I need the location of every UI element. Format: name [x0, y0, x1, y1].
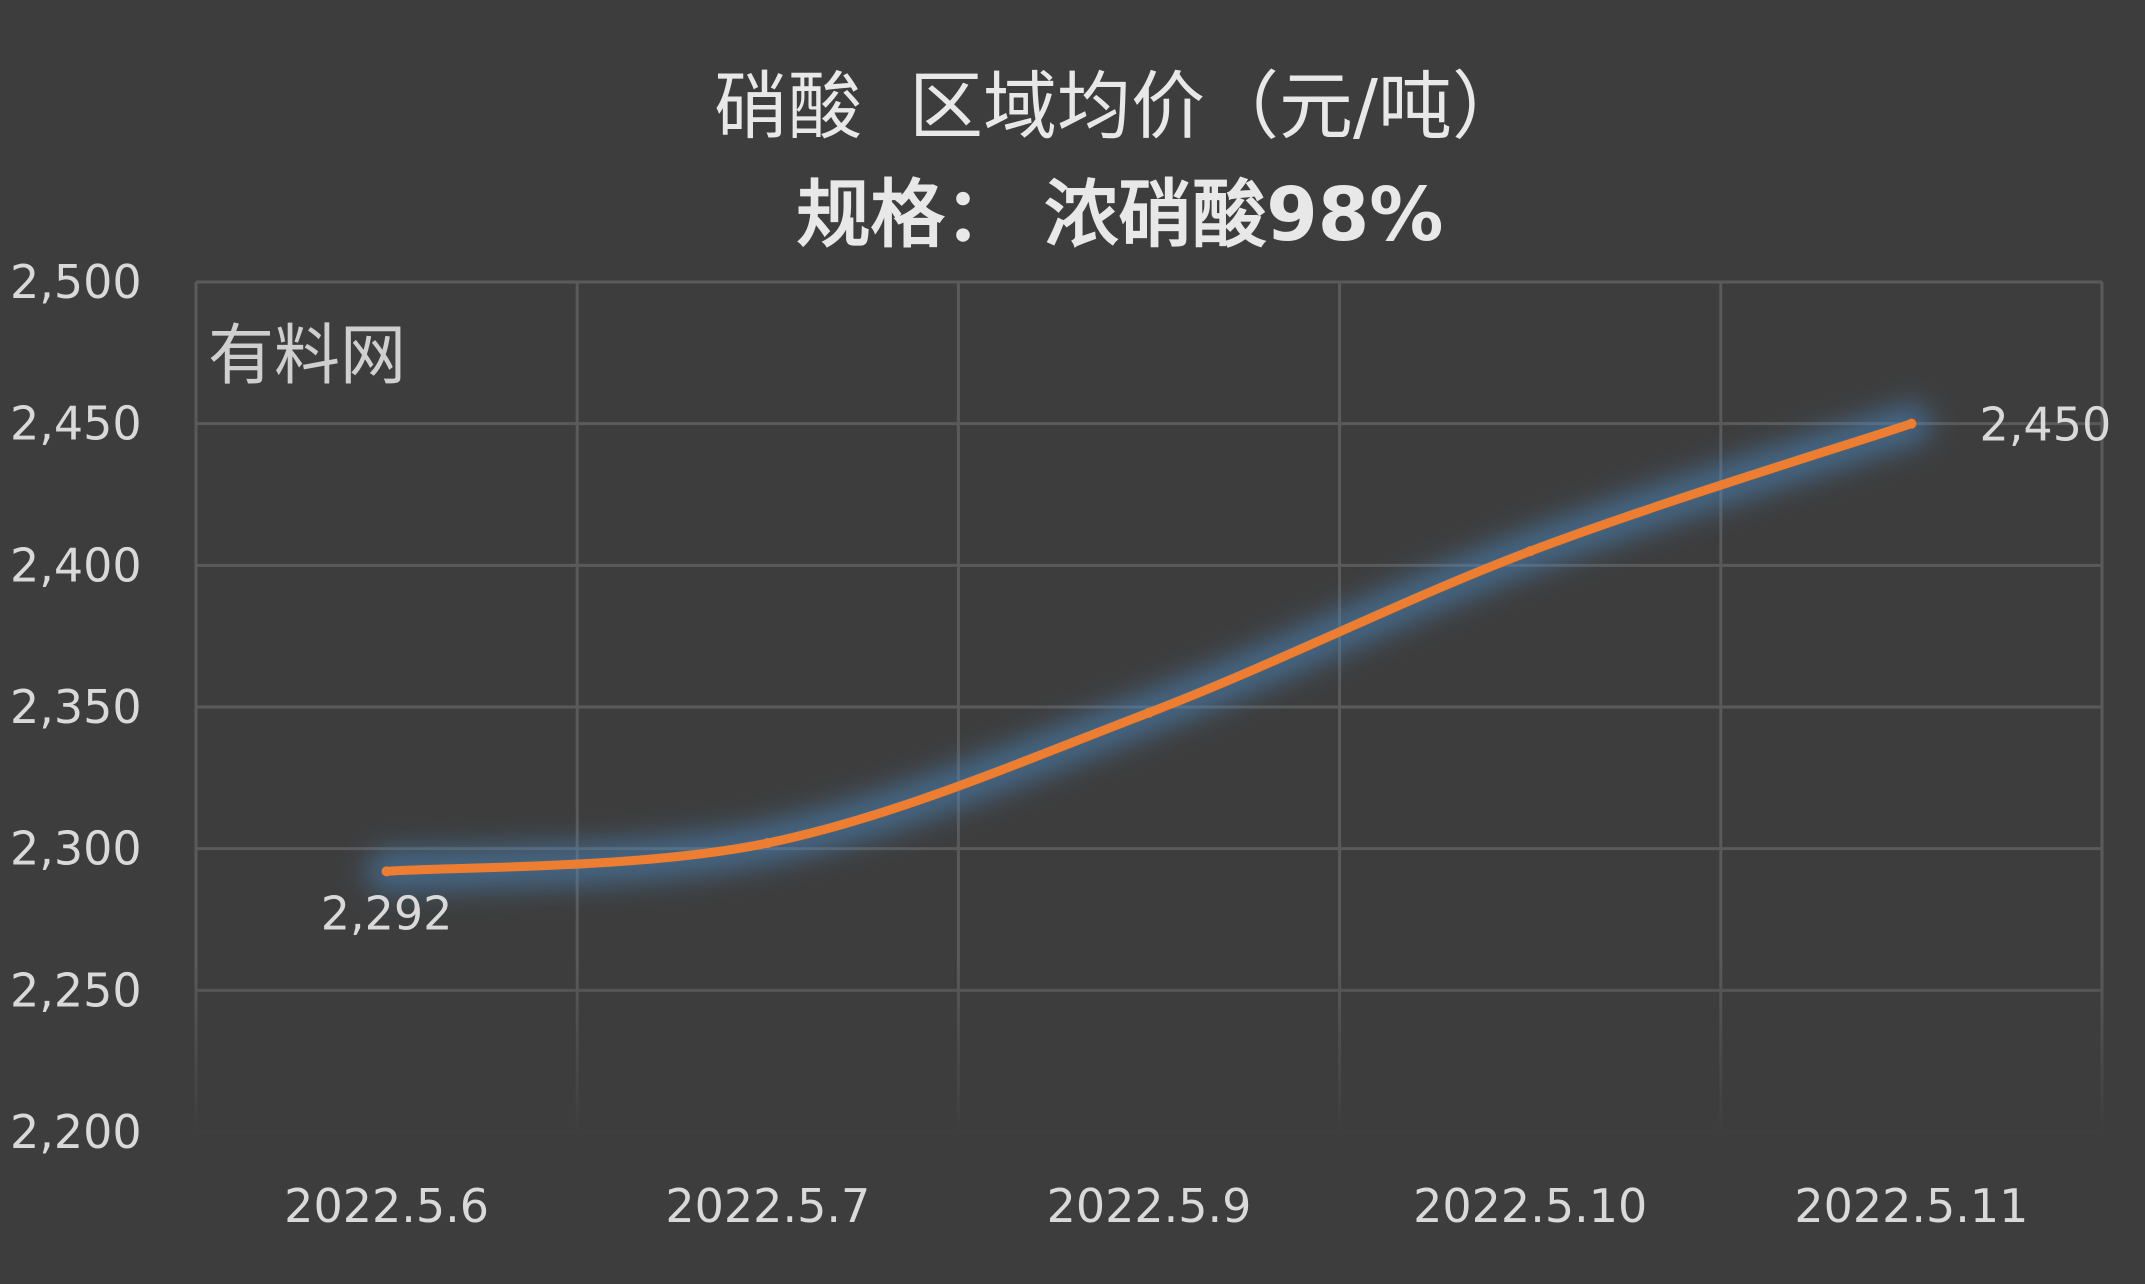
y-tick-label: 2,500 [10, 255, 142, 309]
y-tick-label: 2,300 [10, 822, 142, 876]
x-tick-label: 2022.5.6 [284, 1179, 489, 1233]
data-point [1144, 707, 1154, 718]
x-tick-label: 2022.5.7 [665, 1179, 870, 1233]
grid-fade [192, 962, 2106, 1136]
data-label: 2,292 [321, 886, 453, 940]
x-tick-label: 2022.5.10 [1413, 1179, 1647, 1233]
chart-title: 硝酸 区域均价（元/吨） [714, 64, 1526, 150]
x-tick-label: 2022.5.9 [1047, 1179, 1252, 1233]
grid-fade-rect [192, 962, 2106, 1136]
data-point [762, 838, 773, 848]
y-tick-label: 2,450 [10, 397, 142, 451]
watermark-label: 有料网 [208, 317, 406, 394]
series-group [366, 403, 1932, 892]
y-tick-label: 2,250 [10, 963, 142, 1017]
series-line-glow [366, 403, 1932, 892]
y-axis-ticks: 2,200 2,250 2,300 2,350 2,400 2,450 2,500 [10, 255, 142, 1159]
data-label: 2,450 [1980, 398, 2112, 452]
x-tick-label: 2022.5.11 [1794, 1179, 2028, 1233]
y-tick-label: 2,200 [10, 1105, 142, 1159]
data-labels: 2,292 2,450 [321, 398, 2112, 941]
data-point [1525, 546, 1536, 557]
data-point [381, 866, 392, 877]
x-axis-ticks: 2022.5.6 2022.5.7 2022.5.9 2022.5.10 2022.5.… [284, 1179, 2028, 1233]
y-tick-label: 2,350 [10, 680, 142, 734]
data-point [1906, 418, 1917, 429]
chart-subtitle: 规格： 浓硝酸98% [797, 172, 1444, 258]
y-tick-label: 2,400 [10, 538, 142, 592]
